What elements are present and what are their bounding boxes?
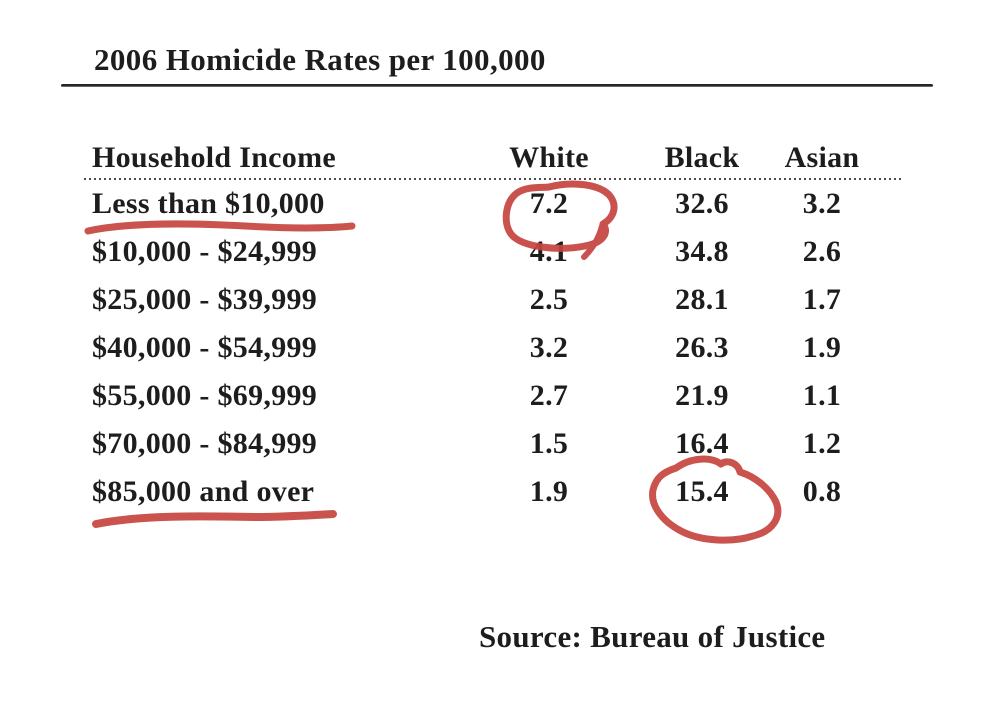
column-header-white: White: [509, 141, 589, 174]
rate-value-black: 28.1: [675, 283, 729, 316]
rate-value-asian: 1.7: [802, 283, 842, 316]
rate-value-asian: 3.2: [802, 187, 842, 220]
table-row: $85,000 and over 1.9 15.4 0.8: [92, 468, 874, 516]
rate-value-white: 4.1: [529, 235, 569, 268]
table-row: $25,000 - $39,999 2.5 28.1 1.7: [92, 276, 874, 324]
rate-value-black: 21.9: [675, 379, 729, 412]
rate-value-white: 1.5: [529, 427, 569, 460]
column-header-household-income: Household Income: [92, 141, 336, 174]
page-title: 2006 Homicide Rates per 100,000: [94, 42, 546, 77]
homicide-rates-table: Household Income White Black Asian Less …: [92, 136, 874, 516]
income-range-label: Less than $10,000: [92, 187, 325, 220]
rate-value-white: 2.5: [529, 283, 569, 316]
rate-value-white: 7.2: [529, 187, 569, 220]
table-row: $70,000 - $84,999 1.5 16.4 1.2: [92, 420, 874, 468]
table-row: $10,000 - $24,999 4.1 34.8 2.6: [92, 228, 874, 276]
rate-value-white: 1.9: [529, 475, 569, 508]
income-range-label: $40,000 - $54,999: [92, 331, 318, 364]
table-header-row: Household Income White Black Asian: [92, 136, 874, 180]
rate-value-asian: 1.2: [802, 427, 842, 460]
rate-value-black: 16.4: [675, 427, 729, 460]
income-range-label: $25,000 - $39,999: [92, 283, 318, 316]
rate-value-asian: 2.6: [802, 235, 842, 268]
rate-value-asian: 0.8: [802, 475, 842, 508]
column-header-black: Black: [664, 141, 740, 174]
table-row: $55,000 - $69,999 2.7 21.9 1.1: [92, 372, 874, 420]
rate-value-black: 32.6: [675, 187, 729, 220]
source-citation: Source: Bureau of Justice: [479, 619, 826, 654]
table-row: Less than $10,000 7.2 32.6 3.2: [92, 180, 874, 228]
rate-value-black: 15.4: [675, 475, 729, 508]
income-range-label: $85,000 and over: [92, 475, 315, 508]
rate-value-black: 26.3: [675, 331, 729, 364]
rate-value-black: 34.8: [675, 235, 729, 268]
column-header-asian: Asian: [784, 141, 860, 174]
rate-value-asian: 1.9: [802, 331, 842, 364]
income-range-label: $70,000 - $84,999: [92, 427, 318, 460]
rate-value-asian: 1.1: [802, 379, 842, 412]
table-body: Less than $10,000 7.2 32.6 3.2 $10,000 - $24…: [92, 180, 874, 516]
income-range-label: $55,000 - $69,999: [92, 379, 318, 412]
title-rule: [61, 84, 933, 87]
header-separator-dotted-rule: [84, 178, 902, 181]
rate-value-white: 3.2: [529, 331, 569, 364]
income-range-label: $10,000 - $24,999: [92, 235, 318, 268]
table-row: $40,000 - $54,999 3.2 26.3 1.9: [92, 324, 874, 372]
rate-value-white: 2.7: [529, 379, 569, 412]
